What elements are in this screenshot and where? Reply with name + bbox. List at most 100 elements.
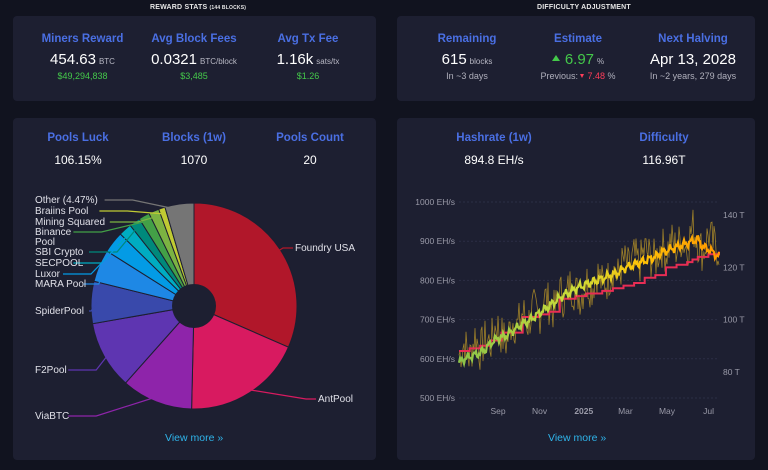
x-tick-label: Sep xyxy=(490,406,505,416)
remaining-unit: blocks xyxy=(469,57,493,66)
hashrate-view-more-link[interactable]: View more » xyxy=(548,432,607,444)
next-halving-value: Apr 13, 2028 xyxy=(650,51,736,68)
estimate-unit: % xyxy=(597,57,605,66)
pie-legend-label: Mining Squared xyxy=(35,217,105,228)
estimate-label: Estimate xyxy=(554,33,602,45)
pie-legend-label: Foundry USA xyxy=(295,243,355,254)
blocks-1w-value: 1070 xyxy=(180,153,208,167)
hashrate-raw-series xyxy=(458,209,720,370)
pie-legend-label: F2Pool xyxy=(35,365,67,376)
difficulty-adjustment-card: Remaining 615 blocks In ~3 days Estimate … xyxy=(397,16,755,101)
pools-luck-stat: Pools Luck 106.15% xyxy=(38,132,118,167)
y-left-tick-label: 900 EH/s xyxy=(420,236,455,246)
miners-reward-usd: $49,294,838 xyxy=(57,71,108,81)
miners-reward-value: 454.63 BTC xyxy=(35,51,130,68)
remaining-stat: Remaining 615 blocks In ~3 days xyxy=(417,33,517,81)
pie-leader-line xyxy=(109,216,157,223)
avg-tx-fee-stat: Avg Tx Fee 1.16k sats/tx $1.26 xyxy=(263,33,353,81)
avg-block-fees-usd: $3,485 xyxy=(180,71,208,81)
y-right-tick-label: 100 T xyxy=(723,315,745,325)
avg-tx-fee-value: 1.16k sats/tx xyxy=(263,51,353,68)
previous-label: Previous: xyxy=(540,71,578,81)
y-left-tick-label: 800 EH/s xyxy=(420,275,455,285)
arrow-down-icon xyxy=(580,74,585,78)
difficulty-value: 116.96T xyxy=(642,153,686,167)
avg-block-fees-unit: BTC/block xyxy=(199,57,237,66)
pie-slice-viabtc[interactable] xyxy=(124,304,195,410)
pie-leader-line xyxy=(89,302,98,312)
next-halving-label: Next Halving xyxy=(658,33,728,45)
pools-count-label: Pools Count xyxy=(276,132,344,144)
previous-value: 7.48 xyxy=(587,71,606,81)
pie-legend-label: SBI Crypto xyxy=(35,247,84,258)
pie-legend-label: SECPOOL xyxy=(35,258,84,269)
reward-stats-card: Miners Reward 454.63 BTC $49,294,838 Avg … xyxy=(13,16,376,101)
difficulty-stat: Difficulty 116.96T xyxy=(619,132,709,167)
y-left-tick-label: 600 EH/s xyxy=(420,354,455,364)
pools-card: Pools Luck 106.15% Blocks (1w) 1070 Pool… xyxy=(13,118,376,460)
x-tick-label: May xyxy=(659,406,676,416)
estimate-stat: Estimate 6.97% Previous: 7.48 % xyxy=(528,33,628,81)
blocks-1w-stat: Blocks (1w) 1070 xyxy=(154,132,234,167)
avg-tx-fee-number: 1.16k xyxy=(276,51,314,68)
pools-count-stat: Pools Count 20 xyxy=(270,132,350,167)
pools-luck-value: 106.15% xyxy=(54,153,102,167)
pie-legend-label: Other (4.47%) xyxy=(35,195,98,206)
y-right-tick-label: 140 T xyxy=(723,210,745,220)
pie-legend-label: ViaBTC xyxy=(35,411,69,422)
pie-leader-line xyxy=(104,199,181,211)
pie-leader-line xyxy=(68,395,159,417)
reward-stats-title-sub: (144 BLOCKS) xyxy=(209,5,247,11)
x-tick-label: Nov xyxy=(532,406,548,416)
x-tick-label: Jul xyxy=(703,406,714,416)
pie-legend-label: AntPool xyxy=(318,394,353,405)
hashrate-card: Hashrate (1w) 894.8 EH/s Difficulty 116.… xyxy=(397,118,755,460)
next-halving-eta: In ~2 years, 279 days xyxy=(649,71,737,81)
hashrate-average-series xyxy=(457,233,721,369)
y-right-tick-label: 120 T xyxy=(723,262,745,272)
y-left-tick-label: 700 EH/s xyxy=(420,315,455,325)
pools-luck-label: Pools Luck xyxy=(47,132,109,144)
blocks-1w-label: Blocks (1w) xyxy=(162,132,226,144)
pie-leader-line xyxy=(99,210,164,215)
estimate-number: 6.97 xyxy=(564,51,595,68)
pie-leader-line xyxy=(68,352,110,371)
y-left-tick-label: 1000 EH/s xyxy=(415,197,455,207)
pie-leader-line xyxy=(89,226,139,253)
miners-reward-number: 454.63 xyxy=(50,51,96,68)
avg-tx-fee-label: Avg Tx Fee xyxy=(277,33,339,45)
pie-leader-line xyxy=(276,247,293,253)
avg-tx-fee-unit: sats/tx xyxy=(316,57,340,66)
pie-slice-f2pool[interactable] xyxy=(91,305,196,384)
avg-tx-fee-usd: $1.26 xyxy=(296,71,320,81)
pie-leader-line xyxy=(63,245,119,275)
pie-center-hole xyxy=(172,284,216,328)
difficulty-series xyxy=(459,251,720,352)
miners-reward-label: Miners Reward xyxy=(41,33,124,45)
difficulty-label: Difficulty xyxy=(639,132,689,144)
miners-reward-stat: Miners Reward 454.63 BTC $49,294,838 xyxy=(35,33,130,81)
pie-leader-line xyxy=(247,388,316,400)
x-tick-label: Mar xyxy=(618,406,633,416)
remaining-label: Remaining xyxy=(437,33,497,45)
hashrate-difficulty-chart: 1000 EH/s 900 EH/s 800 EH/s 700 EH/s 600 EH/… xyxy=(415,197,745,416)
hashrate-value: 894.8 EH/s xyxy=(464,153,524,167)
remaining-eta: In ~3 days xyxy=(446,71,488,81)
estimate-value: 6.97% xyxy=(528,51,628,68)
pie-legend-label: SpiderPool xyxy=(35,306,84,317)
hashrate-label: Hashrate (1w) xyxy=(456,132,532,144)
pie-legend-label: Binance xyxy=(35,227,72,238)
arrow-up-icon xyxy=(551,55,560,61)
pools-view-more-link[interactable]: View more » xyxy=(165,432,224,444)
pie-slice-antpool[interactable] xyxy=(191,305,290,410)
previous-unit: % xyxy=(607,71,616,81)
y-right-tick-label: 80 T xyxy=(723,367,740,377)
miners-reward-unit: BTC xyxy=(98,57,115,66)
remaining-value: 615 blocks xyxy=(417,51,517,68)
reward-stats-title-text: REWARD STATS xyxy=(150,4,208,11)
y-left-tick-label: 500 EH/s xyxy=(420,393,455,403)
pie-legend-label: Luxor xyxy=(35,269,61,280)
estimate-previous: Previous: 7.48 % xyxy=(528,71,628,81)
pie-legend-label: Pool xyxy=(35,237,55,248)
pools-count-value: 20 xyxy=(303,153,317,167)
